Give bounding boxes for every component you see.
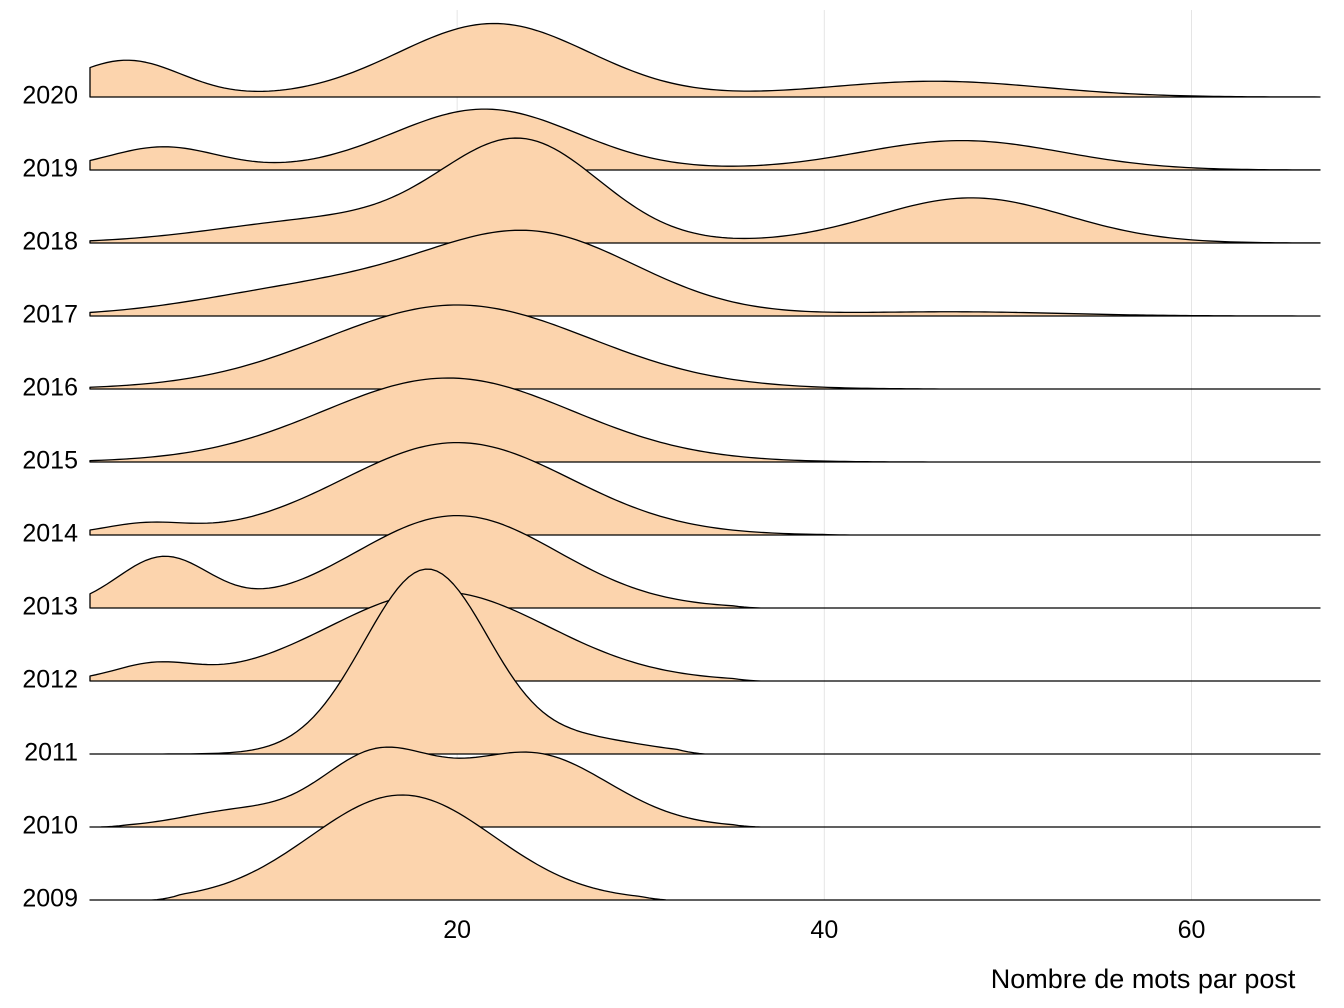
y-tick-label: 2013: [22, 593, 78, 621]
x-tick-label: 20: [443, 916, 471, 944]
x-tick-label: 40: [810, 916, 838, 944]
y-tick-label: 2019: [22, 155, 78, 183]
y-tick-label: 2015: [22, 447, 78, 475]
x-axis-label: Nombre de mots par post: [991, 964, 1296, 994]
y-tick-label: 2009: [22, 885, 78, 913]
y-tick-label: 2016: [22, 374, 78, 402]
x-tick-label: 60: [1178, 916, 1206, 944]
y-tick-label: 2011: [24, 739, 78, 767]
y-tick-label: 2010: [22, 812, 78, 840]
y-tick-label: 2017: [22, 301, 78, 329]
y-tick-label: 2018: [22, 228, 78, 256]
y-tick-label: 2020: [22, 82, 78, 110]
ridgeline-chart: 2020 2019 2018 2017 2016 2015 2014 2013 2012 2011…: [0, 0, 1344, 1008]
y-tick-label: 2012: [22, 666, 78, 694]
y-tick-label: 2014: [22, 520, 78, 548]
